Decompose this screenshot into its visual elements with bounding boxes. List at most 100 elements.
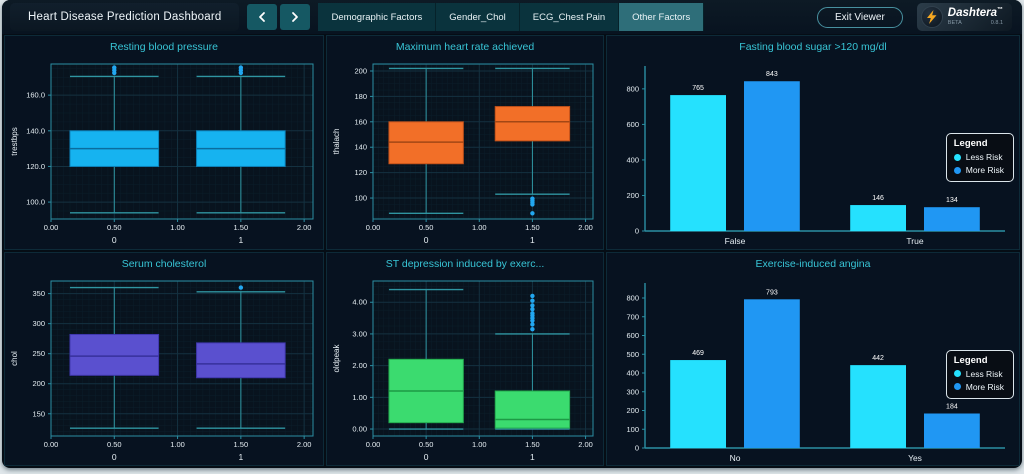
svg-text:0: 0 <box>112 452 117 462</box>
panel-serum-cholesterol: Serum cholesterol 150 200 250 300 350 0.00 0.5… <box>4 251 324 466</box>
svg-text:400: 400 <box>626 368 639 377</box>
svg-text:800: 800 <box>626 293 639 302</box>
svg-text:2.00: 2.00 <box>578 223 593 232</box>
svg-text:469: 469 <box>692 350 704 357</box>
svg-text:160.0: 160.0 <box>26 91 45 100</box>
svg-text:1.50: 1.50 <box>234 440 249 449</box>
legend-item: Less Risk <box>953 368 1004 379</box>
svg-text:2.00: 2.00 <box>297 440 312 449</box>
svg-text:160: 160 <box>354 117 367 126</box>
svg-text:146: 146 <box>872 195 884 202</box>
svg-text:trestbps: trestbps <box>10 127 19 155</box>
tab-gender-chol[interactable]: Gender_Chol <box>436 3 520 31</box>
brand-text: Dashtera™ BETA 0.8.1 <box>948 7 1003 27</box>
brand-logo: Dashtera™ BETA 0.8.1 <box>916 3 1012 31</box>
svg-text:300: 300 <box>32 319 45 328</box>
header: Heart Disease Prediction Dashboard Demog… <box>2 0 1022 34</box>
svg-text:1.50: 1.50 <box>525 440 540 449</box>
svg-text:200: 200 <box>626 406 639 415</box>
svg-text:1: 1 <box>530 452 535 462</box>
svg-text:3.00: 3.00 <box>352 329 367 338</box>
nav-prev-button[interactable] <box>247 4 278 30</box>
legend-dot-icon <box>953 370 961 377</box>
exit-viewer-button[interactable]: Exit Viewer <box>816 6 903 28</box>
legend-label: More Risk <box>965 165 1004 175</box>
charts-grid: Resting blood pressure 100.0 120.0 140.0 16… <box>2 34 1022 468</box>
svg-text:442: 442 <box>872 355 884 362</box>
chart-title: ST depression induced by exerc... <box>385 257 545 270</box>
svg-text:4.00: 4.00 <box>352 297 367 306</box>
legend-item: More Risk <box>953 165 1004 175</box>
svg-text:300: 300 <box>626 387 639 396</box>
page-title: Heart Disease Prediction Dashboard <box>10 3 240 31</box>
svg-text:2.00: 2.00 <box>352 361 367 370</box>
svg-text:120.0: 120.0 <box>26 162 45 171</box>
svg-text:Yes: Yes <box>908 453 922 463</box>
svg-text:0.00: 0.00 <box>44 440 59 449</box>
legend-label: Less Risk <box>965 152 1003 162</box>
chart-title: Maximum heart rate achieved <box>395 41 535 53</box>
svg-text:chol: chol <box>10 350 19 365</box>
svg-text:843: 843 <box>766 71 778 78</box>
svg-text:350: 350 <box>32 289 45 298</box>
svg-text:oldpeak: oldpeak <box>332 343 341 372</box>
svg-text:134: 134 <box>946 197 958 204</box>
nav-next-button[interactable] <box>280 4 311 30</box>
svg-text:1.00: 1.00 <box>170 440 185 449</box>
tab-demographic-factors[interactable]: Demographic Factors <box>318 3 437 31</box>
svg-text:400: 400 <box>626 155 639 164</box>
resting-blood-pressure-boxplot: 100.0 120.0 140.0 160.0 0.00 0.50 1.00 1.50 2.00… <box>5 56 323 249</box>
chevron-right-icon <box>292 12 299 22</box>
svg-text:500: 500 <box>626 349 639 358</box>
st-depression-boxplot: 0.00 1.00 2.00 3.00 4.00 0.00 0.50 1.00 1.50 2.00… <box>327 273 603 466</box>
svg-text:200: 200 <box>32 379 45 388</box>
svg-text:200: 200 <box>354 66 367 75</box>
svg-text:600: 600 <box>626 331 639 340</box>
svg-text:100: 100 <box>626 424 639 433</box>
svg-text:0: 0 <box>635 227 639 236</box>
brand-name: Dashtera™ <box>947 6 1003 19</box>
legend-dot-icon <box>953 166 961 174</box>
tab-other-factors[interactable]: Other Factors <box>619 3 705 31</box>
trademark-symbol: ™ <box>997 7 1003 14</box>
legend-title: Legend <box>953 138 988 149</box>
svg-text:100: 100 <box>354 194 367 203</box>
svg-text:150: 150 <box>32 409 45 418</box>
chevron-left-icon <box>259 12 266 22</box>
svg-text:700: 700 <box>626 312 639 321</box>
legend: Legend Less Risk More Risk <box>945 133 1014 182</box>
svg-text:0.00: 0.00 <box>366 223 381 232</box>
svg-text:2.00: 2.00 <box>578 440 593 449</box>
legend-label: Less Risk <box>965 368 1003 379</box>
svg-text:thalach: thalach <box>332 129 341 155</box>
svg-text:0.00: 0.00 <box>352 424 367 433</box>
svg-text:100.0: 100.0 <box>26 198 45 207</box>
svg-text:0.00: 0.00 <box>366 440 381 449</box>
legend-label: More Risk <box>965 381 1004 392</box>
chart-title: Fasting blood sugar >120 mg/dl <box>739 41 887 53</box>
svg-text:180: 180 <box>354 92 367 101</box>
svg-text:True: True <box>906 236 923 246</box>
svg-text:1.00: 1.00 <box>352 392 367 401</box>
svg-text:No: No <box>730 453 741 463</box>
svg-text:0.50: 0.50 <box>419 440 434 449</box>
svg-text:120: 120 <box>354 168 367 177</box>
svg-text:1: 1 <box>530 235 535 245</box>
svg-text:200: 200 <box>626 191 639 200</box>
svg-text:False: False <box>725 236 746 246</box>
svg-text:1: 1 <box>238 235 243 245</box>
lightning-bolt-icon <box>927 10 937 24</box>
svg-text:793: 793 <box>766 289 778 296</box>
svg-text:0: 0 <box>424 452 429 462</box>
tab-ecg-chest-pain[interactable]: ECG_Chest Pain <box>519 3 620 31</box>
svg-text:0: 0 <box>424 235 429 245</box>
svg-text:600: 600 <box>626 120 639 129</box>
legend: Legend Less Risk More Risk <box>945 349 1014 399</box>
svg-text:250: 250 <box>32 349 45 358</box>
panel-st-depression: ST depression induced by exerc... 0.00 1.… <box>326 251 604 466</box>
svg-text:1.50: 1.50 <box>525 223 540 232</box>
svg-text:184: 184 <box>946 403 958 410</box>
panel-fasting-blood-sugar: Fasting blood sugar >120 mg/dl 0 200 400 60… <box>606 35 1020 250</box>
panel-exercise-angina: Exercise-induced angina 0 100 200 300 400 500… <box>606 251 1020 466</box>
